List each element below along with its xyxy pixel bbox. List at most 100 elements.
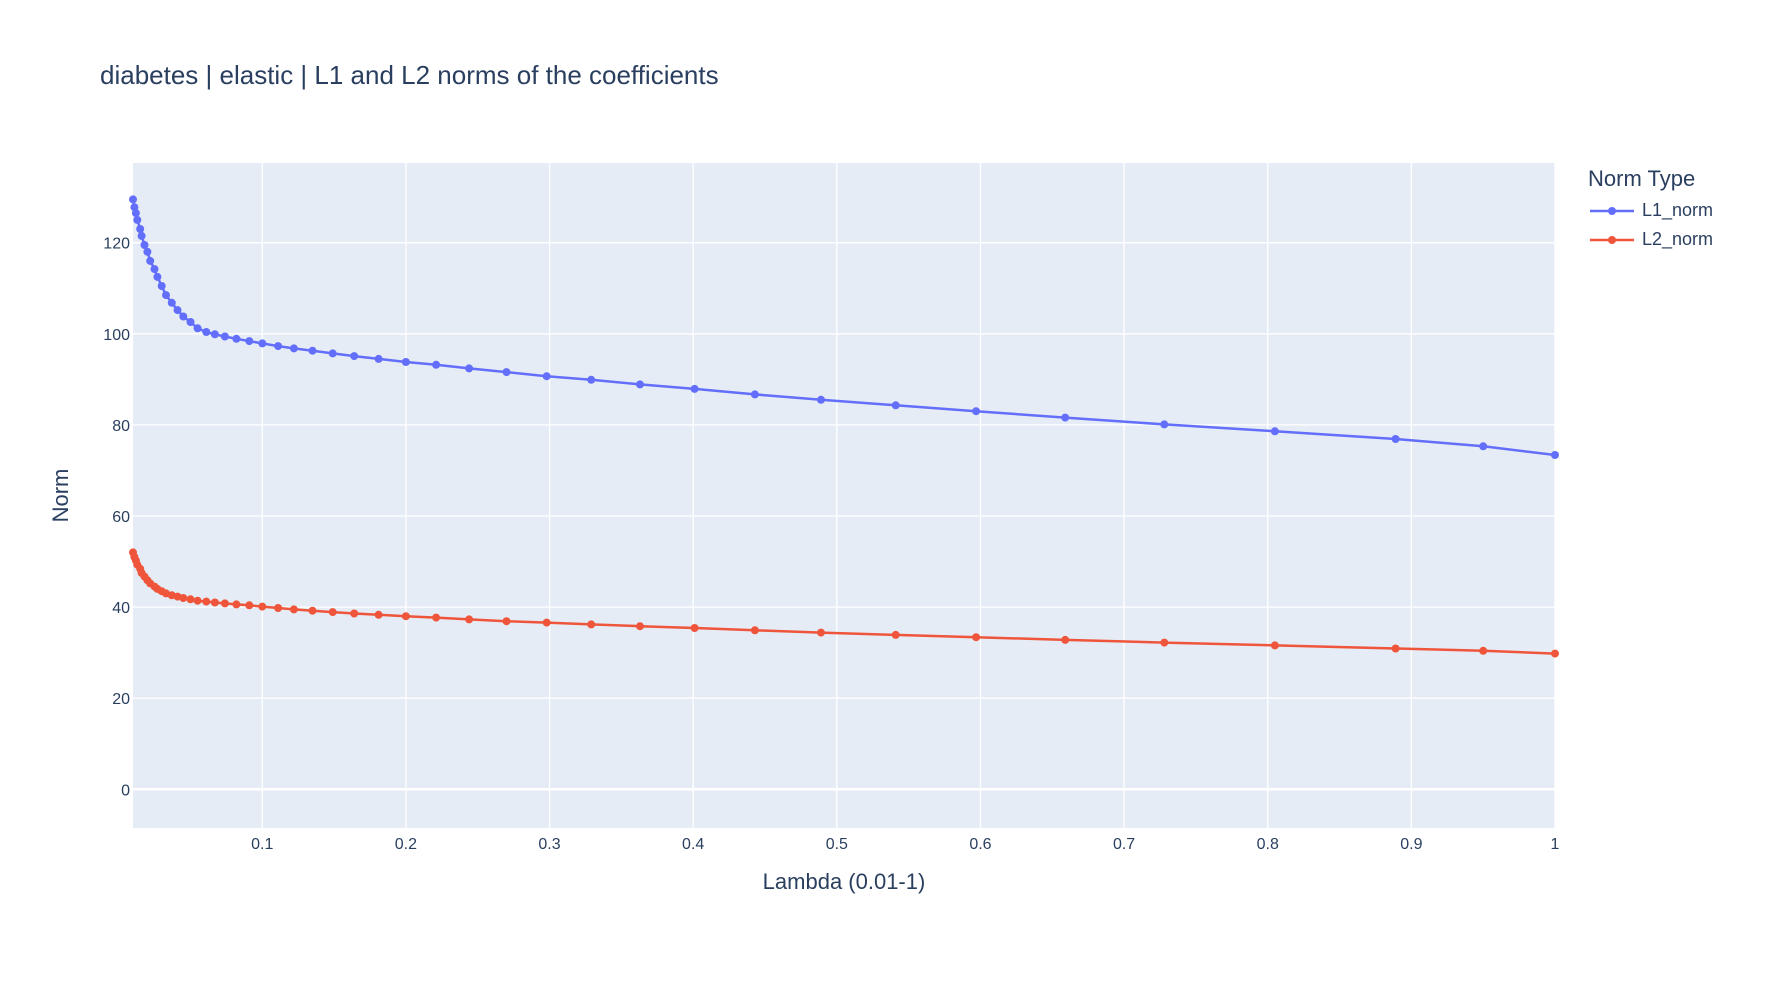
data-point-L1_norm[interactable] (245, 337, 254, 346)
data-point-L1_norm[interactable] (167, 298, 176, 307)
data-point-L1_norm[interactable] (690, 384, 699, 393)
series-layer (129, 195, 1559, 658)
data-point-L1_norm[interactable] (210, 330, 219, 339)
x-tick-label: 0.4 (682, 836, 704, 853)
data-point-L1_norm[interactable] (173, 306, 182, 315)
data-point-L2_norm[interactable] (587, 620, 596, 629)
y-tick-label: 20 (112, 691, 130, 708)
data-point-L2_norm[interactable] (1391, 644, 1400, 653)
data-point-L2_norm[interactable] (274, 604, 283, 612)
data-point-L1_norm[interactable] (972, 407, 981, 416)
legend-swatch-l1 (1590, 206, 1634, 215)
y-tick-labels: 0 20 40 60 80 100 120 (103, 236, 130, 800)
data-point-L2_norm[interactable] (186, 595, 195, 604)
y-axis-title: Norm (48, 469, 73, 523)
data-point-L1_norm[interactable] (157, 282, 166, 290)
data-point-L1_norm[interactable] (401, 358, 410, 366)
data-point-L1_norm[interactable] (350, 352, 359, 361)
data-point-L2_norm[interactable] (750, 626, 759, 635)
data-point-L1_norm[interactable] (146, 256, 155, 265)
data-point-L2_norm[interactable] (202, 597, 211, 606)
legend: Norm Type L1_norm L2_norm (1588, 166, 1713, 254)
data-point-L2_norm[interactable] (1270, 641, 1279, 650)
y-tick-label: 120 (103, 236, 130, 253)
y-tick-label: 0 (121, 782, 130, 799)
data-point-L1_norm[interactable] (136, 225, 145, 233)
data-point-L1_norm[interactable] (308, 346, 317, 355)
data-point-L1_norm[interactable] (162, 291, 170, 300)
data-point-L2_norm[interactable] (350, 609, 359, 618)
data-point-L1_norm[interactable] (891, 401, 900, 410)
data-point-L1_norm[interactable] (143, 247, 152, 256)
data-point-L1_norm[interactable] (587, 375, 596, 384)
legend-swatch-l2 (1590, 235, 1634, 244)
data-point-L2_norm[interactable] (401, 612, 410, 621)
data-point-L2_norm[interactable] (690, 624, 699, 632)
data-point-L1_norm[interactable] (179, 312, 188, 321)
data-point-L2_norm[interactable] (636, 622, 644, 631)
data-point-L1_norm[interactable] (137, 231, 146, 240)
legend-item-l2[interactable]: L2_norm (1588, 225, 1713, 254)
data-point-L1_norm[interactable] (432, 360, 441, 369)
data-point-L1_norm[interactable] (542, 372, 551, 381)
data-point-L1_norm[interactable] (258, 339, 267, 348)
data-point-L1_norm[interactable] (1551, 451, 1559, 459)
data-point-L2_norm[interactable] (542, 618, 551, 627)
data-point-L2_norm[interactable] (817, 628, 825, 637)
data-point-L1_norm[interactable] (150, 265, 159, 274)
legend-label-l1: L1_norm (1642, 200, 1714, 220)
data-point-L2_norm[interactable] (179, 594, 188, 602)
data-point-L1_norm[interactable] (465, 364, 474, 373)
data-point-L2_norm[interactable] (1551, 649, 1559, 658)
data-point-L1_norm[interactable] (1061, 413, 1070, 422)
data-point-L1_norm[interactable] (502, 368, 511, 377)
data-point-L2_norm[interactable] (432, 613, 441, 622)
data-point-L1_norm[interactable] (129, 195, 137, 204)
data-point-L1_norm[interactable] (202, 328, 211, 336)
data-point-L1_norm[interactable] (220, 332, 229, 341)
data-point-L2_norm[interactable] (1061, 635, 1070, 644)
data-point-L2_norm[interactable] (193, 596, 202, 605)
data-point-L1_norm[interactable] (1391, 435, 1400, 443)
data-point-L2_norm[interactable] (972, 633, 981, 642)
grid-lines (133, 163, 1556, 828)
data-point-L1_norm[interactable] (374, 354, 383, 363)
data-point-L2_norm[interactable] (1479, 646, 1488, 655)
y-tick-label: 80 (112, 418, 130, 435)
data-point-L1_norm[interactable] (131, 209, 140, 218)
data-point-L2_norm[interactable] (245, 601, 254, 610)
data-point-L2_norm[interactable] (258, 602, 267, 611)
data-point-L1_norm[interactable] (817, 395, 825, 404)
data-point-L1_norm[interactable] (133, 215, 142, 224)
data-point-L2_norm[interactable] (328, 608, 337, 617)
data-point-L2_norm[interactable] (220, 599, 229, 608)
data-point-L2_norm[interactable] (891, 630, 900, 639)
data-point-L2_norm[interactable] (1160, 638, 1169, 647)
data-point-L2_norm[interactable] (374, 610, 383, 619)
data-point-L2_norm[interactable] (210, 598, 219, 607)
data-point-L1_norm[interactable] (328, 349, 337, 358)
data-point-L1_norm[interactable] (232, 334, 241, 343)
data-point-L1_norm[interactable] (153, 272, 162, 281)
data-point-L1_norm[interactable] (636, 380, 644, 389)
x-tick-labels: 0.1 0.2 0.3 0.4 0.5 0.6 0.7 0.8 0.9 1 (251, 836, 1559, 853)
data-point-L1_norm[interactable] (193, 324, 202, 333)
data-point-L1_norm[interactable] (289, 344, 298, 353)
data-point-L1_norm[interactable] (1270, 427, 1279, 436)
x-tick-label: 0.3 (538, 836, 560, 853)
data-point-L2_norm[interactable] (308, 606, 317, 615)
data-point-L1_norm[interactable] (1479, 442, 1488, 451)
legend-item-l1[interactable]: L1_norm (1588, 196, 1713, 225)
data-point-L1_norm[interactable] (750, 390, 759, 399)
data-point-L2_norm[interactable] (232, 600, 241, 609)
data-point-L2_norm[interactable] (465, 615, 474, 624)
data-point-L2_norm[interactable] (502, 617, 511, 626)
data-point-L1_norm[interactable] (1160, 420, 1169, 429)
data-point-L1_norm[interactable] (140, 241, 149, 249)
data-point-L1_norm[interactable] (186, 318, 195, 326)
data-point-L1_norm[interactable] (274, 342, 283, 351)
data-point-L2_norm[interactable] (289, 605, 298, 614)
x-tick-label: 0.1 (251, 836, 273, 853)
